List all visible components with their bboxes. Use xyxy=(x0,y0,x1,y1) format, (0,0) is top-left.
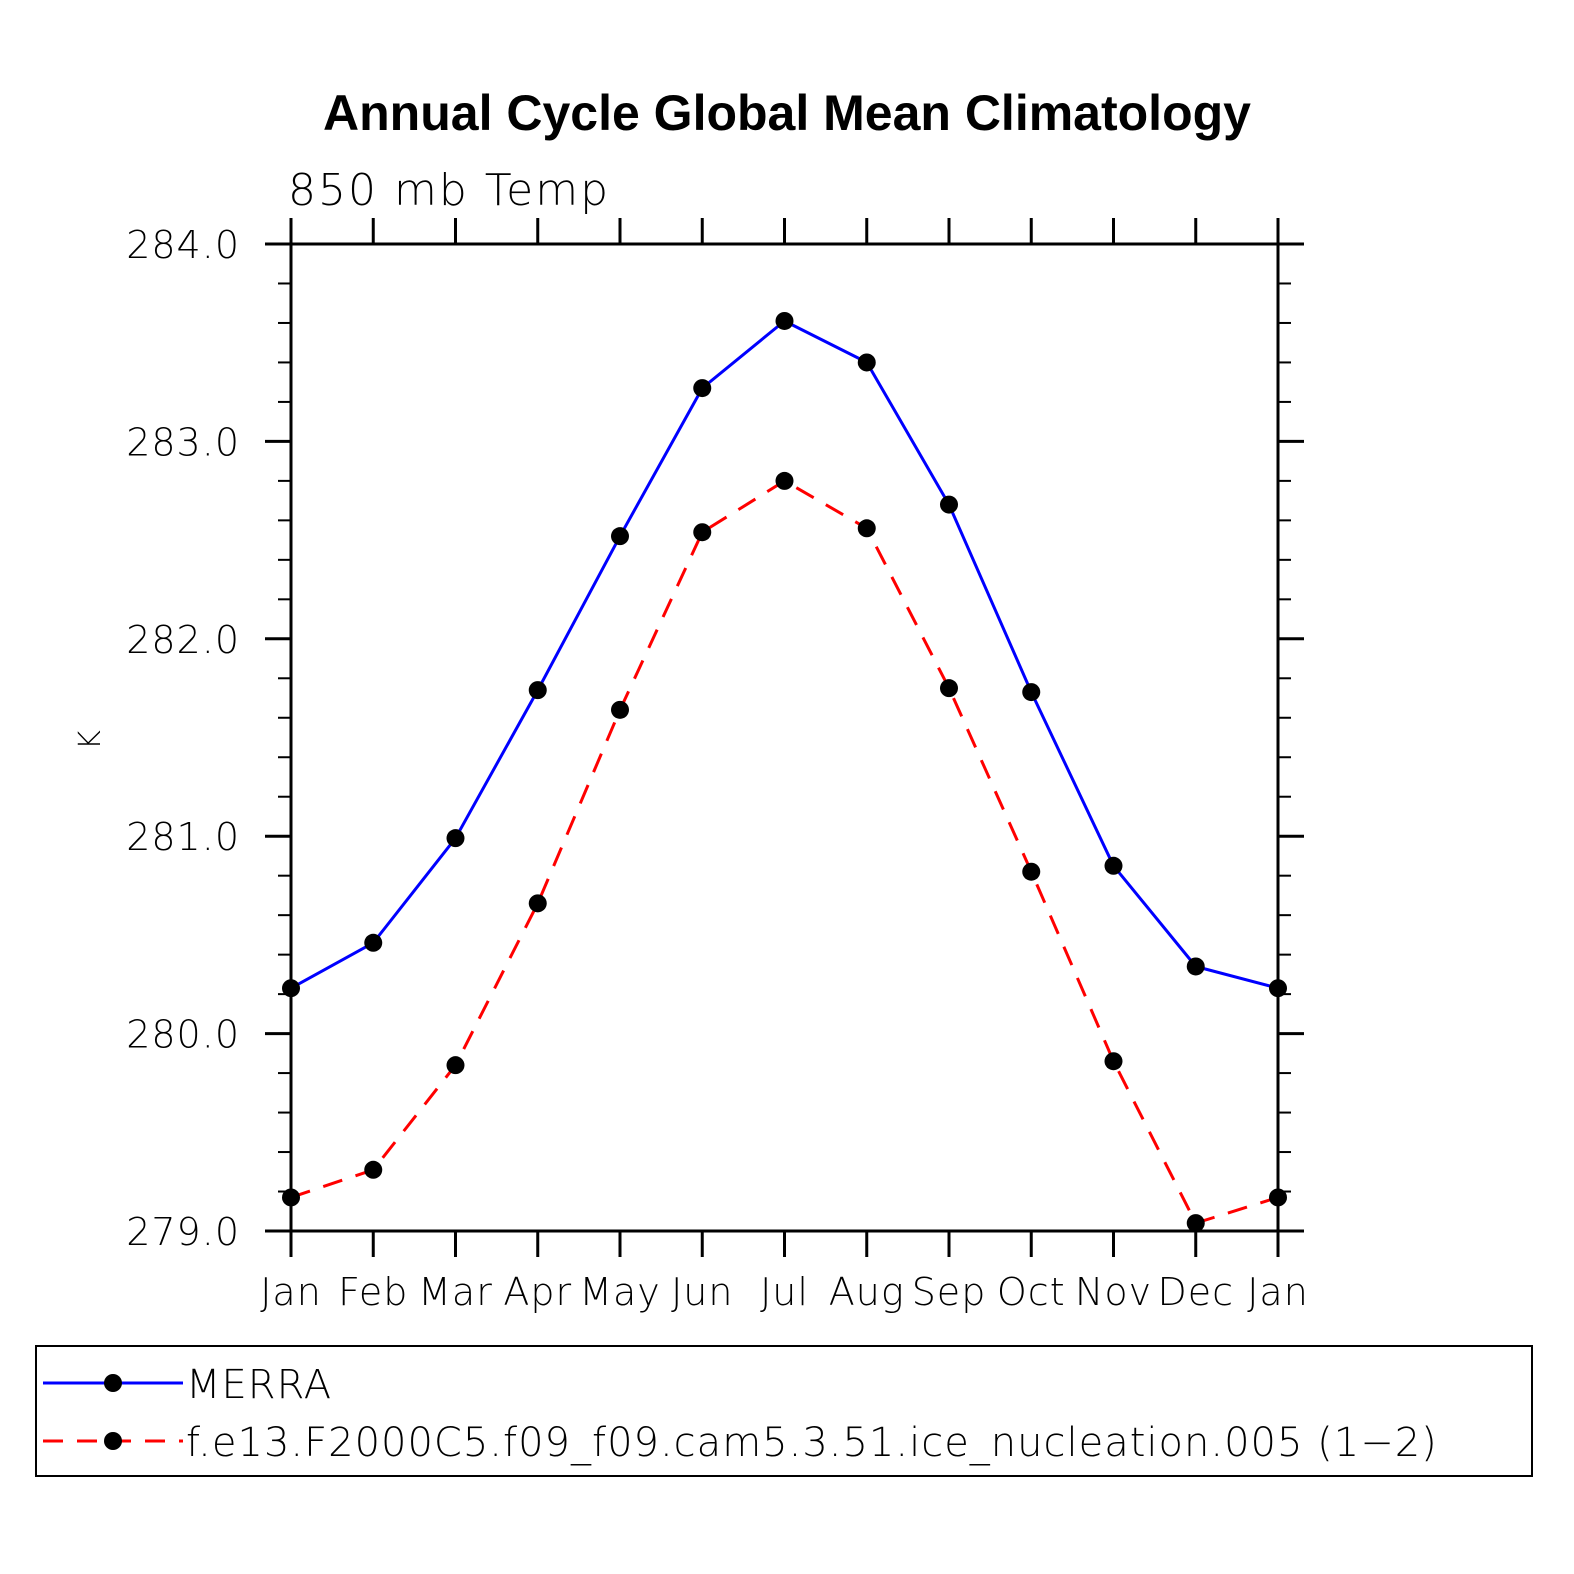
data-point xyxy=(775,471,794,490)
y-tick-label: 280.0 xyxy=(126,1013,240,1057)
data-point xyxy=(857,519,876,538)
data-point xyxy=(364,1160,383,1179)
x-tick-label: Oct xyxy=(997,1270,1066,1314)
data-point xyxy=(940,495,958,514)
data-point xyxy=(1022,683,1041,702)
legend-label: MERRA xyxy=(186,1362,332,1408)
x-tick-label: May xyxy=(579,1270,661,1314)
data-point xyxy=(1104,1052,1123,1071)
x-tick-label: Jun xyxy=(671,1270,733,1314)
plot-frame xyxy=(289,242,1280,1233)
x-tick-label: Apr xyxy=(503,1270,572,1314)
legend: MERRA f.e13.F2000C5.f09_f09.cam5.3.51.ice… xyxy=(35,1345,1533,1477)
data-point xyxy=(1186,957,1205,976)
series-line-1 xyxy=(290,319,1279,990)
plot-series xyxy=(282,311,1287,1233)
data-point xyxy=(282,1188,300,1207)
data-point xyxy=(940,679,958,698)
legend-marker xyxy=(104,1374,122,1392)
data-point xyxy=(693,379,712,398)
data-point xyxy=(282,979,300,998)
data-point xyxy=(1269,979,1287,998)
data-point xyxy=(528,894,547,913)
y-tick-label: 283.0 xyxy=(126,420,240,464)
y-tick-label: 282.0 xyxy=(126,618,240,662)
data-point xyxy=(446,1056,465,1075)
data-point xyxy=(1269,1188,1287,1207)
data-point xyxy=(528,681,547,700)
series-line-2 xyxy=(290,479,1279,1225)
x-tick-label: Aug xyxy=(829,1270,905,1314)
data-point xyxy=(1186,1214,1205,1233)
x-tick-label: Nov xyxy=(1075,1270,1152,1314)
chart-title: Annual Cycle Global Mean Climatology xyxy=(323,85,1251,141)
x-tick-label: Jul xyxy=(760,1270,809,1314)
data-point xyxy=(364,933,383,952)
data-point xyxy=(1104,856,1123,875)
data-point xyxy=(611,700,629,719)
data-point xyxy=(775,311,794,330)
x-tick-label: Jan xyxy=(1247,1270,1309,1314)
y-axis-label: K xyxy=(73,730,108,750)
data-point xyxy=(611,527,629,546)
legend-marker xyxy=(104,1432,122,1450)
x-tick-label: Mar xyxy=(418,1270,493,1314)
data-point xyxy=(693,523,712,542)
legend-label: f.e13.F2000C5.f09_f09.cam5.3.51.ice_nucl… xyxy=(186,1420,1438,1466)
data-point xyxy=(446,829,465,848)
axes: Jan Feb Mar Apr May Jun Jul Aug Sep Oct Nov Dec Jan 2… xyxy=(126,218,1309,1314)
data-point xyxy=(1022,862,1041,881)
y-tick-label: 279.0 xyxy=(126,1210,240,1254)
legend-box xyxy=(35,1345,1533,1477)
x-tick-label: Dec xyxy=(1157,1270,1234,1314)
chart-subtitle: 850 mb Temp xyxy=(288,165,610,216)
x-tick-label: Jan xyxy=(260,1270,322,1314)
x-tick-label: Sep xyxy=(912,1270,987,1314)
data-point xyxy=(857,353,876,372)
y-tick-label: 284.0 xyxy=(126,223,240,267)
y-tick-label: 281.0 xyxy=(126,815,240,859)
x-tick-label: Feb xyxy=(338,1270,408,1314)
